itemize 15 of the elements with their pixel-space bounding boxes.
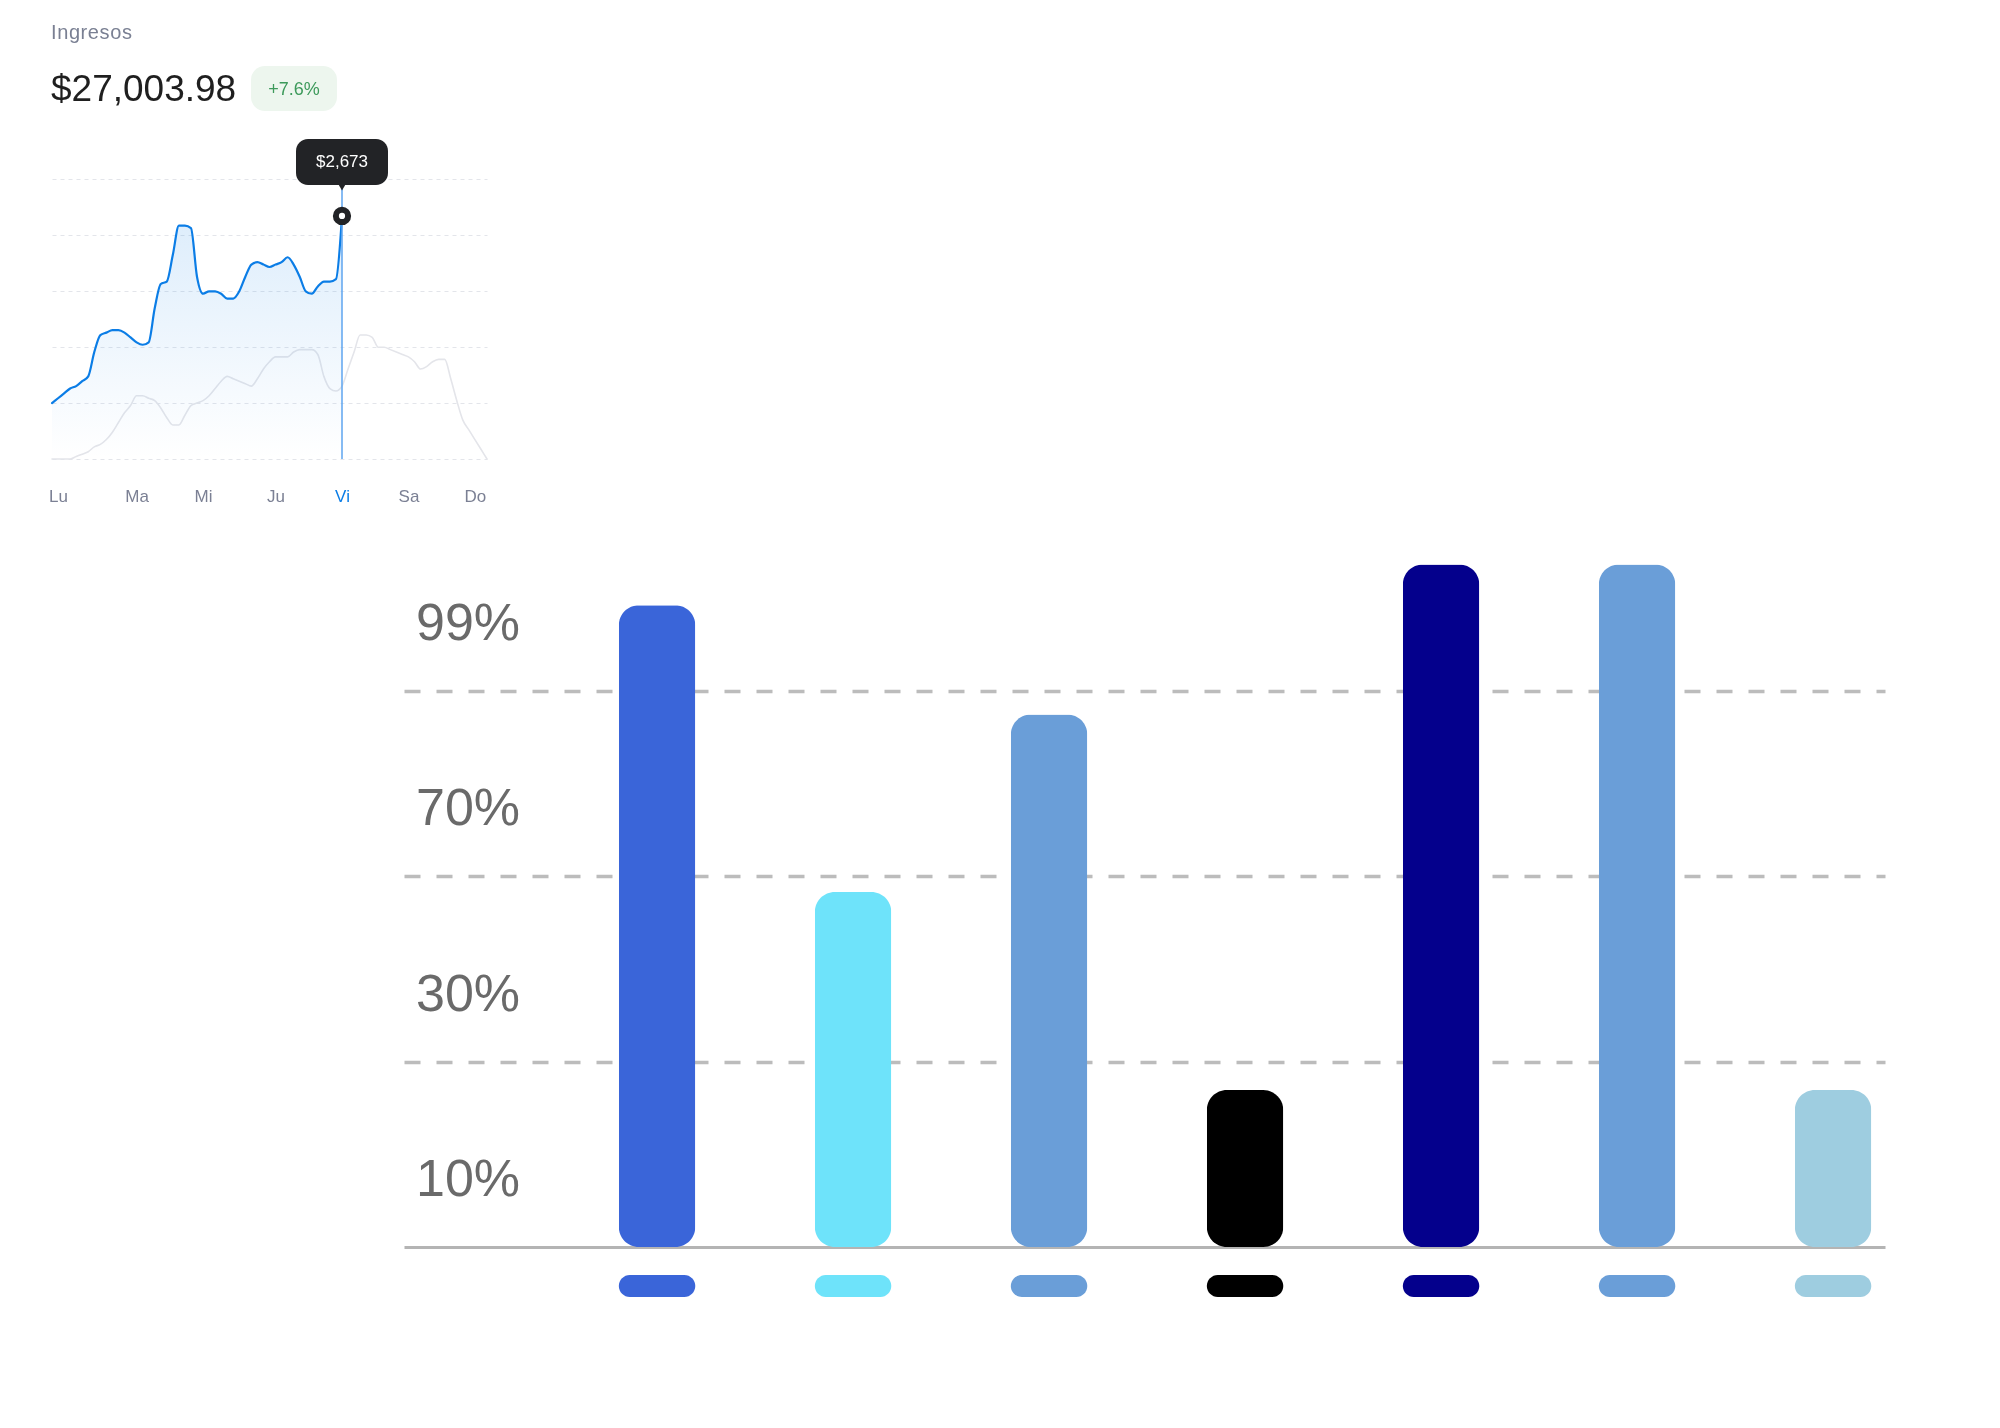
annotation: 70% bbox=[416, 778, 521, 837]
annotation: 30% bbox=[416, 963, 521, 1022]
x-tick-label: Vi bbox=[335, 486, 350, 506]
x-tick-label: Mi bbox=[194, 486, 213, 506]
x-tick-label: Do bbox=[464, 486, 487, 506]
annotation: 10% bbox=[416, 1149, 521, 1208]
x-tick-label: Ma bbox=[125, 486, 150, 506]
x-tick-label: Ju bbox=[267, 486, 286, 506]
x-tick-label: Sa bbox=[398, 486, 420, 506]
chart-subtitle: $27,003.98 bbox=[51, 68, 237, 109]
annotation: 99% bbox=[416, 593, 521, 652]
x-tick-label: Lu bbox=[49, 486, 68, 506]
annotation: $2,673 bbox=[316, 151, 368, 171]
chart-title: Ingresos bbox=[51, 21, 133, 43]
text: +7.6% bbox=[251, 66, 337, 111]
